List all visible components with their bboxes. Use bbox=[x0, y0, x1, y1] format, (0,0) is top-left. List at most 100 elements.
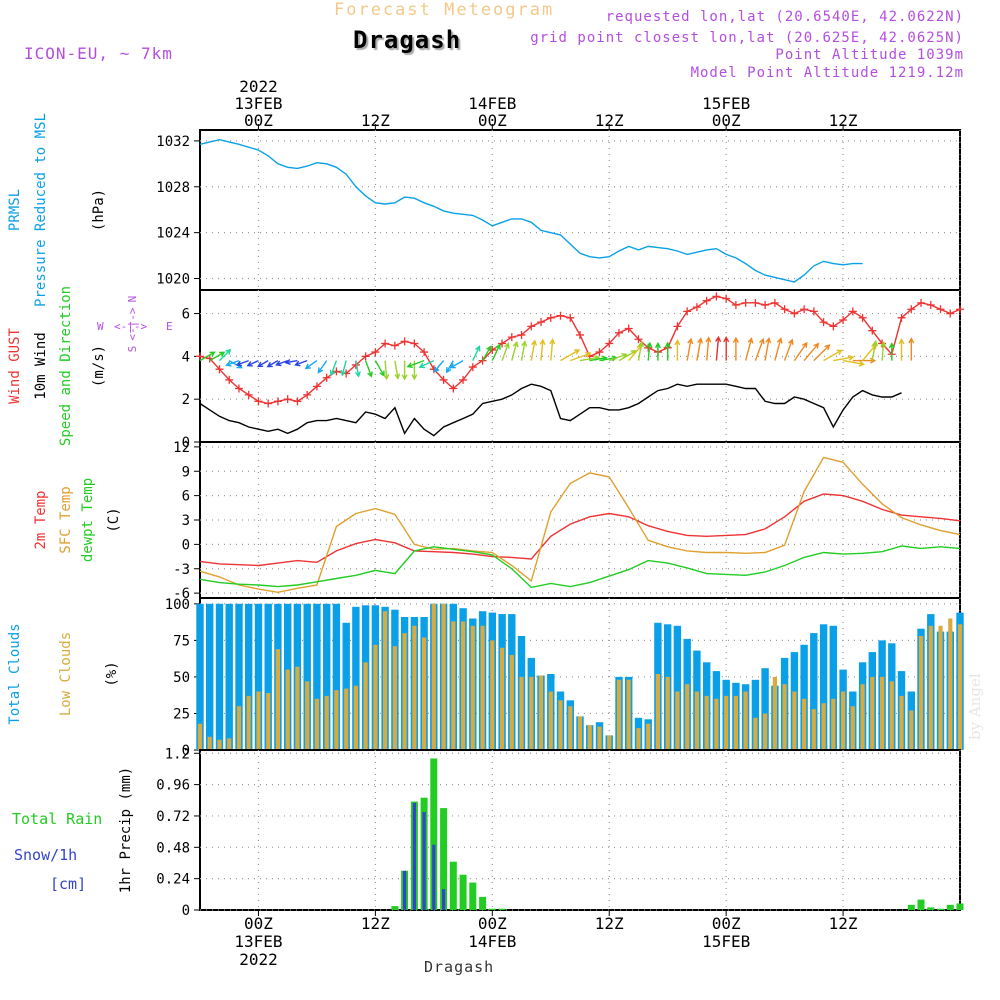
gust-marker bbox=[692, 303, 701, 312]
wind-direction-arrow bbox=[374, 360, 385, 377]
wind-direction-arrow bbox=[637, 340, 644, 361]
clouds-bar-low-clouds bbox=[733, 695, 738, 750]
pressure-ytick-label: 1028 bbox=[156, 180, 190, 196]
wind-direction-arrow bbox=[225, 359, 240, 367]
clouds-bar-low-clouds bbox=[665, 676, 670, 750]
temperature-ylabel: 2m Temp bbox=[33, 490, 49, 549]
clouds-bar-low-clouds bbox=[353, 685, 358, 750]
wind-direction-arrow bbox=[364, 360, 373, 378]
time-label-bottom: 12Z bbox=[829, 914, 858, 933]
gust-marker bbox=[478, 356, 487, 365]
temperature-series-2m-temp bbox=[199, 493, 961, 567]
clouds-bar-total-clouds bbox=[225, 603, 233, 750]
precip-bar-total-rain bbox=[391, 906, 399, 910]
precip-frame bbox=[199, 749, 961, 911]
clouds-bar-low-clouds bbox=[948, 618, 953, 750]
clouds-bar-low-clouds bbox=[714, 698, 719, 750]
wind-direction-arrow bbox=[686, 337, 694, 361]
compass-east: E bbox=[166, 320, 173, 333]
wind-frame bbox=[199, 289, 961, 443]
clouds-bar-low-clouds bbox=[509, 655, 514, 750]
gust-marker bbox=[546, 313, 555, 322]
gust-marker bbox=[468, 363, 477, 372]
clouds-bar-low-clouds bbox=[305, 681, 310, 750]
clouds-bar-low-clouds bbox=[792, 691, 797, 750]
clouds-ylabel: (%) bbox=[104, 661, 120, 686]
gust-marker bbox=[234, 384, 243, 393]
gust-marker bbox=[215, 365, 224, 374]
wind-direction-arrow bbox=[329, 360, 338, 377]
time-label-top: 12Z bbox=[361, 111, 390, 130]
precip-bar-total-rain bbox=[937, 908, 944, 910]
gust-marker bbox=[917, 298, 926, 307]
clouds-bar-low-clouds bbox=[704, 695, 709, 750]
wind-series-wind-gust bbox=[199, 295, 961, 405]
clouds-bar-low-clouds bbox=[344, 688, 349, 750]
clouds-bar-low-clouds bbox=[490, 640, 495, 750]
clouds-bar-low-clouds bbox=[675, 691, 680, 750]
pressure-frame bbox=[199, 129, 961, 291]
clouds-bar-total-clouds bbox=[206, 603, 214, 750]
clouds-bar-low-clouds bbox=[694, 691, 699, 750]
wind-ylabel: Wind GUST bbox=[7, 328, 23, 404]
gust-marker bbox=[624, 324, 633, 333]
clouds-bar-low-clouds bbox=[811, 709, 816, 750]
gust-marker bbox=[420, 348, 429, 357]
precip-bar-total-rain bbox=[459, 874, 467, 910]
panel-pressure: 1020 1024 1028 1032 PRMSL Pressure Reduced to… bbox=[7, 113, 961, 307]
clouds-bar-total-clouds bbox=[254, 603, 263, 750]
gust-marker bbox=[712, 292, 721, 301]
temperature-ytick-label: 9 bbox=[182, 464, 190, 480]
gust-marker bbox=[868, 326, 877, 335]
clouds-bar-low-clouds bbox=[889, 681, 894, 750]
clouds-bar-low-clouds bbox=[841, 691, 846, 750]
gust-marker bbox=[595, 348, 604, 357]
time-label-top: 13FEB bbox=[234, 94, 282, 113]
wind-direction-arrow bbox=[705, 336, 712, 361]
wind-direction-arrow bbox=[401, 360, 408, 381]
wind-direction-arrow bbox=[560, 349, 581, 362]
clouds-bar-low-clouds bbox=[655, 674, 660, 750]
gust-marker bbox=[761, 300, 770, 309]
wind-direction-arrow bbox=[304, 360, 318, 370]
wind-direction-arrow bbox=[294, 359, 308, 367]
wind-direction-arrow bbox=[823, 349, 843, 362]
precip-ylabel: 1hr Precip (mm) bbox=[118, 767, 134, 893]
gust-marker bbox=[839, 315, 848, 324]
model-source-label: ICON-EU, ~ 7km bbox=[24, 44, 173, 63]
clouds-bar-low-clouds bbox=[412, 625, 417, 750]
gust-marker bbox=[517, 330, 526, 339]
wind-direction-arrow bbox=[783, 338, 794, 361]
clouds-ytick-label: 100 bbox=[165, 597, 190, 613]
legend-snow-unit: [cm] bbox=[50, 875, 86, 893]
clouds-bar-total-clouds bbox=[751, 679, 760, 750]
gust-marker bbox=[537, 318, 546, 327]
wind-direction-arrow bbox=[472, 345, 481, 361]
clouds-bar-low-clouds bbox=[217, 739, 222, 750]
clouds-bar-low-clouds bbox=[373, 644, 378, 750]
compass-horizontal: <-|-> bbox=[114, 320, 147, 333]
wind-direction-arrow bbox=[813, 344, 831, 362]
pressure-ylabel: Pressure Reduced to MSL bbox=[33, 113, 49, 307]
clouds-bar-low-clouds bbox=[431, 603, 436, 750]
precip-bar-snow-1h bbox=[442, 889, 446, 910]
clouds-bar-low-clouds bbox=[850, 706, 855, 750]
wind-direction-arrow bbox=[908, 337, 915, 361]
wind-direction-arrow bbox=[842, 359, 866, 367]
wind-direction-arrow bbox=[654, 341, 661, 361]
gust-marker bbox=[459, 375, 468, 384]
wind-series-10m-wind bbox=[199, 383, 902, 437]
clouds-bar-low-clouds bbox=[470, 625, 475, 750]
gust-marker bbox=[673, 322, 682, 331]
wind-direction-arrow bbox=[394, 360, 401, 380]
time-label-top: 15FEB bbox=[702, 94, 750, 113]
gust-marker bbox=[829, 322, 838, 331]
time-label-bottom: 14FEB bbox=[468, 932, 516, 951]
pressure-ytick-label: 1020 bbox=[156, 272, 190, 288]
clouds-bar-low-clouds bbox=[928, 625, 933, 750]
gust-marker bbox=[371, 348, 380, 357]
temperature-ytick-label: 6 bbox=[182, 489, 190, 505]
precip-bar-total-rain bbox=[498, 908, 506, 910]
clouds-bar-total-clouds bbox=[196, 603, 204, 750]
